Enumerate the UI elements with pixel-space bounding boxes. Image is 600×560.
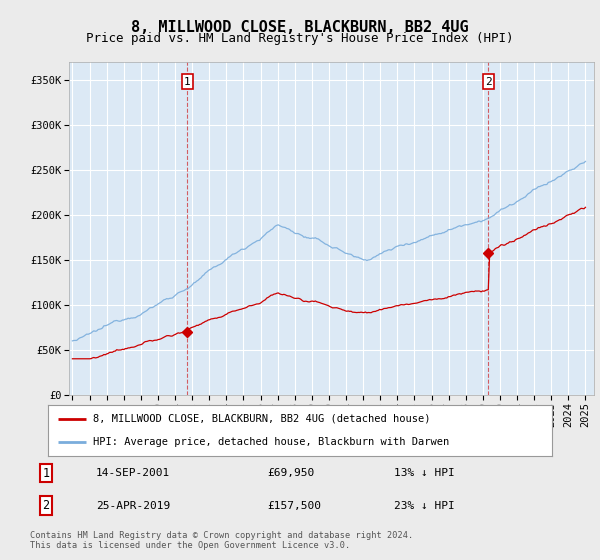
- Text: 23% ↓ HPI: 23% ↓ HPI: [394, 501, 455, 511]
- Text: 8, MILLWOOD CLOSE, BLACKBURN, BB2 4UG (detached house): 8, MILLWOOD CLOSE, BLACKBURN, BB2 4UG (d…: [94, 414, 431, 424]
- Text: 2: 2: [485, 77, 491, 87]
- Text: £157,500: £157,500: [267, 501, 321, 511]
- Text: £69,950: £69,950: [267, 468, 314, 478]
- Text: 25-APR-2019: 25-APR-2019: [96, 501, 170, 511]
- Text: Price paid vs. HM Land Registry's House Price Index (HPI): Price paid vs. HM Land Registry's House …: [86, 32, 514, 45]
- Text: HPI: Average price, detached house, Blackburn with Darwen: HPI: Average price, detached house, Blac…: [94, 437, 449, 447]
- Text: 14-SEP-2001: 14-SEP-2001: [96, 468, 170, 478]
- Text: Contains HM Land Registry data © Crown copyright and database right 2024.
This d: Contains HM Land Registry data © Crown c…: [30, 531, 413, 550]
- Text: 2: 2: [43, 499, 50, 512]
- Text: 1: 1: [184, 77, 191, 87]
- Text: 13% ↓ HPI: 13% ↓ HPI: [394, 468, 455, 478]
- Text: 1: 1: [43, 467, 50, 480]
- Text: 8, MILLWOOD CLOSE, BLACKBURN, BB2 4UG: 8, MILLWOOD CLOSE, BLACKBURN, BB2 4UG: [131, 20, 469, 35]
